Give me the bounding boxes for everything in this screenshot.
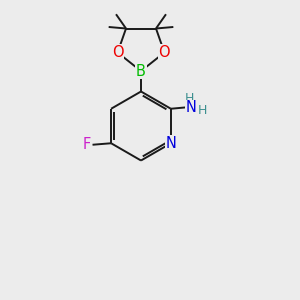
Text: O: O: [112, 45, 123, 60]
Text: N: N: [185, 100, 196, 115]
Text: H: H: [185, 92, 194, 105]
Text: H: H: [197, 104, 207, 117]
Text: N: N: [165, 136, 176, 151]
Text: B: B: [136, 64, 146, 79]
Text: F: F: [83, 137, 91, 152]
Text: O: O: [159, 45, 170, 60]
